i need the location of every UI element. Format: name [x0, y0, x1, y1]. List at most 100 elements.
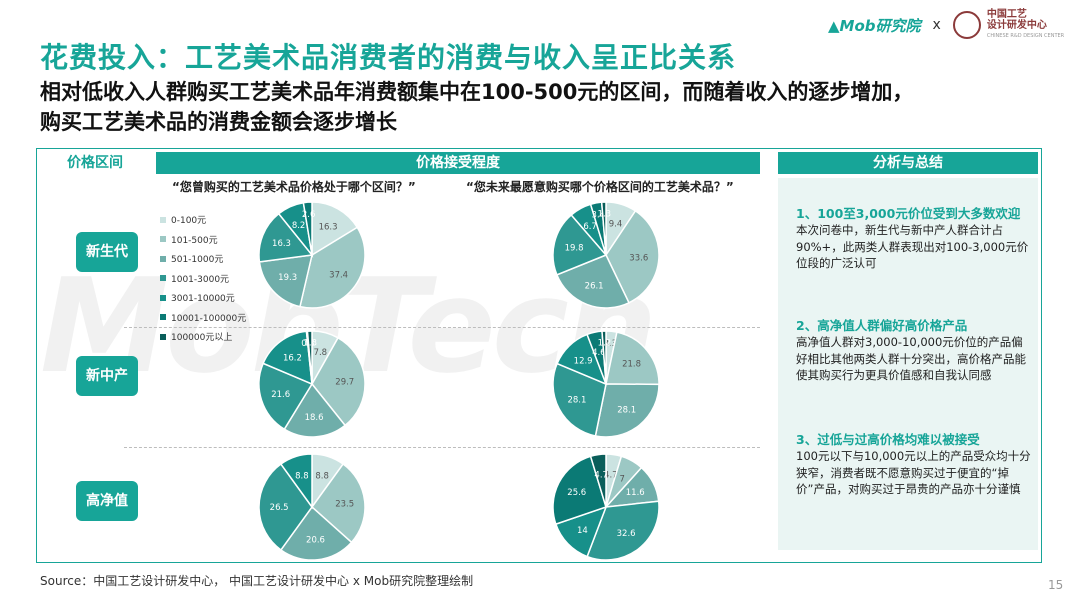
pie-slice: [279, 505, 353, 561]
analysis-item-2: 2、高净值人群偏好高价格产品 高净值人群对3,000-10,000元价位的产品偏…: [796, 318, 1032, 384]
pie-slice: [310, 463, 366, 544]
legend-label: 501-1000元: [171, 255, 224, 266]
pie-chart: 8.8 23.5 20.6 26.5 8.8: [258, 453, 366, 561]
logo-separator: x: [932, 17, 941, 33]
analysis-item-3: 3、过低与过高价格均难以被接受 100元以下与10,000元以上的产品受众均十分…: [796, 432, 1032, 498]
pie-data-label: 28.1: [617, 406, 636, 416]
pie-data-label: 8.8: [315, 472, 329, 482]
pie-data-label: 4.7: [604, 470, 618, 480]
analysis-panel: [778, 178, 1038, 550]
pie-data-label: 21.8: [622, 359, 641, 369]
pie-slice: [552, 362, 607, 437]
pie-data-label: 1.3: [598, 210, 612, 220]
legend-swatch: [160, 333, 166, 340]
pie-data-label: 8.8: [295, 472, 309, 482]
page-title: 花费投入：工艺美术品消费者的消费与收入呈正比关系: [40, 41, 737, 74]
pie-data-label: 16.3: [319, 222, 338, 232]
pie-data-label: 9.4: [609, 220, 623, 230]
pie-slice: [552, 213, 608, 276]
legend-item: 10001-100000元: [160, 308, 246, 328]
pie-data-label: 33.6: [629, 253, 648, 263]
analysis-body: 本次问卷中，新生代与新中产人群合计占90%+，此两类人群表现出对100-3,00…: [796, 223, 1029, 270]
group-label-high-net-worth: 高净值: [76, 481, 138, 521]
pie-data-label: 20.6: [306, 536, 325, 546]
design-center-logo-text: 中国工艺 设计研发中心 CHINESE R&D DESIGN CENTER: [987, 9, 1064, 42]
pie-slice: [605, 331, 660, 386]
page-subtitle-line2: 购买工艺美术品的消费金额会逐步增长: [40, 110, 397, 134]
legend-item: 101-500元: [160, 230, 246, 250]
pie-slice: [302, 201, 313, 256]
pie-data-label: 37.4: [329, 270, 348, 280]
logo-cn-line2: 设计研发中心: [986, 19, 1047, 31]
logo-en: CHINESE R&D DESIGN CENTER: [986, 32, 1065, 39]
col-header-price-range: 价格区间: [67, 155, 123, 171]
pie-data-label: 21.6: [271, 390, 290, 400]
col-header-analysis: 分析与总结: [778, 152, 1038, 174]
pie-data-label: 23.5: [335, 499, 354, 509]
analysis-body: 100元以下与10,000元以上的产品受众均十分狭窄，消费者既不愿意购买过于便宜…: [796, 449, 1031, 496]
pie-data-label: 28.1: [567, 395, 586, 405]
pie-data-label: 1.2: [598, 339, 612, 349]
pie-chart: 3.3 21.8 28.1 28.1 12.94.61.2: [552, 330, 660, 438]
legend-item: 1001-3000元: [160, 269, 246, 289]
pie-data-label: 14: [577, 526, 588, 536]
analysis-heading: 1、100至3,000元价位受到大多数欢迎: [796, 206, 1021, 221]
pie-data-label: 6.7: [583, 222, 597, 232]
pie-data-label: 18.6: [305, 413, 324, 423]
pie-data-label: 8.2: [292, 221, 306, 231]
source-note: Source：中国工艺设计研发中心， 中国工艺设计研发中心 x Mob研究院整理…: [40, 574, 474, 588]
mob-logo-text: Mob研究院: [839, 16, 921, 35]
design-center-seal-icon: [952, 11, 981, 39]
pie-slice: [601, 330, 607, 385]
pie-data-label: 16.2: [283, 354, 302, 364]
pie-data-label: 7: [619, 474, 624, 484]
pie-data-label: 29.7: [335, 377, 354, 387]
question-future-purchase: “您未来最愿意购买哪个价格区间的工艺美术品？”: [466, 180, 734, 194]
pie-data-label: 11.6: [626, 488, 645, 498]
pie-chart: 9.4 33.6 26.1 19.8 6.7 3.41.3: [552, 201, 660, 309]
pie-slice: [600, 201, 607, 256]
pie-data-label: 19.3: [278, 273, 297, 283]
pie-data-label: 2.6: [302, 210, 316, 220]
legend-swatch: [160, 294, 166, 301]
pie-data-label: 26.1: [585, 282, 604, 292]
analysis-item-1: 1、100至3,000元价位受到大多数欢迎 本次问卷中，新生代与新中产人群合计占…: [796, 206, 1032, 272]
legend-label: 10001-100000元: [171, 313, 247, 324]
legend-swatch: [160, 255, 166, 262]
legend-label: 3001-10000元: [171, 294, 235, 305]
pie-data-label: 3.3: [604, 339, 618, 349]
legend-swatch: [160, 236, 166, 243]
legend-label: 1001-3000元: [171, 274, 230, 285]
legend-label: 101-500元: [171, 235, 218, 246]
legend-item: 501-1000元: [160, 249, 246, 269]
legend-item: 3001-10000元: [160, 288, 246, 308]
pie-slice: [306, 330, 313, 385]
pie-data-label: 16.3: [272, 239, 291, 249]
pie-slice: [594, 383, 660, 438]
pie-chart: 7.829.718.621.616.20.31.3: [258, 330, 366, 438]
content-frame: [36, 148, 1042, 563]
pie-data-label: 32.6: [617, 529, 636, 539]
pie-data-label: 4.6: [592, 348, 606, 358]
legend-label: 100000元以上: [171, 333, 233, 344]
page-subtitle-line1: 相对低收入人群购买工艺美术品年消费额集中在100-500元的区间，而随着收入的逐…: [40, 80, 914, 104]
pie-slice: [258, 254, 313, 308]
row-divider: [124, 447, 760, 448]
analysis-heading: 2、高净值人群偏好高价格产品: [796, 318, 968, 333]
pie-slice: [258, 362, 314, 431]
legend-label: 0-100元: [171, 216, 207, 227]
pie-slice: [258, 463, 313, 551]
pie-slice: [589, 453, 607, 508]
pie-slice: [258, 212, 314, 263]
pie-data-label: 26.5: [270, 503, 289, 513]
legend-swatch: [160, 314, 166, 321]
legend-swatch: [160, 216, 166, 223]
pie-data-label: 25.6: [567, 488, 586, 498]
pie-data-label: 19.8: [565, 243, 584, 253]
analysis-heading: 3、过低与过高价格均难以被接受: [796, 432, 980, 447]
mob-logo: ▲Mob研究院: [828, 16, 921, 35]
pie-data-label: 1.3: [303, 339, 317, 349]
pie-slice: [299, 226, 366, 309]
row-divider: [124, 327, 760, 328]
